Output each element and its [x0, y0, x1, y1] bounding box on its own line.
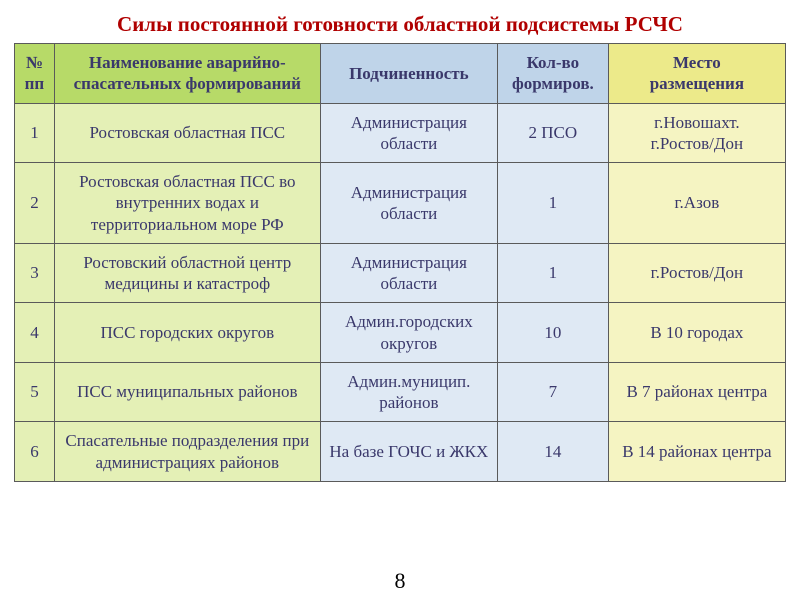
col-cnt-header: Кол-во формиров.	[497, 44, 608, 104]
forces-table: № пп Наименование аварийно- спасательных…	[14, 43, 786, 482]
cell-cnt: 10	[497, 303, 608, 363]
col-num-header: № пп	[15, 44, 55, 104]
col-loc-header-l2: размещения	[615, 73, 779, 94]
cell-loc-l1: г.Ростов/Дон	[615, 262, 779, 283]
table-row: 6 Спасательные подразделения при админис…	[15, 422, 786, 482]
cell-num: 5	[15, 362, 55, 422]
cell-sub: Администрация области	[320, 163, 497, 244]
table-header-row: № пп Наименование аварийно- спасательных…	[15, 44, 786, 104]
cell-sub: Админ.муницип. районов	[320, 362, 497, 422]
cell-num: 1	[15, 103, 55, 163]
cell-loc-l1: В 10 городах	[615, 322, 779, 343]
page-title: Силы постоянной готовности областной под…	[14, 12, 786, 37]
cell-loc-l1: В 14 районах центра	[615, 441, 779, 462]
cell-loc-l2: г.Ростов/Дон	[615, 133, 779, 154]
cell-loc-l1: В 7 районах центра	[615, 381, 779, 402]
cell-name: Ростовский областной центр медицины и ка…	[54, 243, 320, 303]
cell-loc: г.Новошахт. г.Ростов/Дон	[608, 103, 785, 163]
col-name-header-l2: спасательных формирований	[61, 73, 314, 94]
cell-cnt: 1	[497, 243, 608, 303]
cell-cnt: 14	[497, 422, 608, 482]
cell-cnt: 2 ПСО	[497, 103, 608, 163]
cell-name: Ростовская областная ПСС во внутренних в…	[54, 163, 320, 244]
cell-num: 4	[15, 303, 55, 363]
col-loc-header-l1: Место	[615, 52, 779, 73]
col-num-header-l1: №	[21, 52, 48, 73]
col-name-header: Наименование аварийно- спасательных форм…	[54, 44, 320, 104]
cell-name: Спасательные подразделения при администр…	[54, 422, 320, 482]
cell-loc: г.Ростов/Дон	[608, 243, 785, 303]
col-name-header-l1: Наименование аварийно-	[61, 52, 314, 73]
col-sub-header-l1: Подчиненность	[349, 64, 469, 83]
col-num-header-l2: пп	[21, 73, 48, 94]
table-row: 2 Ростовская областная ПСС во внутренних…	[15, 163, 786, 244]
cell-sub: Администрация области	[320, 243, 497, 303]
cell-name: Ростовская областная ПСС	[54, 103, 320, 163]
cell-sub: Администрация области	[320, 103, 497, 163]
cell-loc: В 10 городах	[608, 303, 785, 363]
cell-num: 2	[15, 163, 55, 244]
cell-num: 3	[15, 243, 55, 303]
cell-cnt: 1	[497, 163, 608, 244]
col-loc-header: Место размещения	[608, 44, 785, 104]
table-row: 1 Ростовская областная ПСС Администрация…	[15, 103, 786, 163]
page: Силы постоянной готовности областной под…	[0, 0, 800, 600]
cell-num: 6	[15, 422, 55, 482]
cell-loc-l1: г.Азов	[615, 192, 779, 213]
cell-cnt: 7	[497, 362, 608, 422]
cell-name: ПСС муниципальных районов	[54, 362, 320, 422]
cell-name: ПСС городских округов	[54, 303, 320, 363]
col-cnt-header-l2: формиров.	[504, 73, 602, 94]
table-row: 4 ПСС городских округов Админ.городских …	[15, 303, 786, 363]
cell-sub: На базе ГОЧС и ЖКХ	[320, 422, 497, 482]
cell-loc-l1: г.Новошахт.	[615, 112, 779, 133]
cell-loc: В 14 районах центра	[608, 422, 785, 482]
table-row: 5 ПСС муниципальных районов Админ.муници…	[15, 362, 786, 422]
cell-loc: В 7 районах центра	[608, 362, 785, 422]
table-row: 3 Ростовский областной центр медицины и …	[15, 243, 786, 303]
page-number: 8	[395, 568, 406, 594]
cell-loc: г.Азов	[608, 163, 785, 244]
col-sub-header: Подчиненность	[320, 44, 497, 104]
cell-sub: Админ.городских округов	[320, 303, 497, 363]
col-cnt-header-l1: Кол-во	[504, 52, 602, 73]
